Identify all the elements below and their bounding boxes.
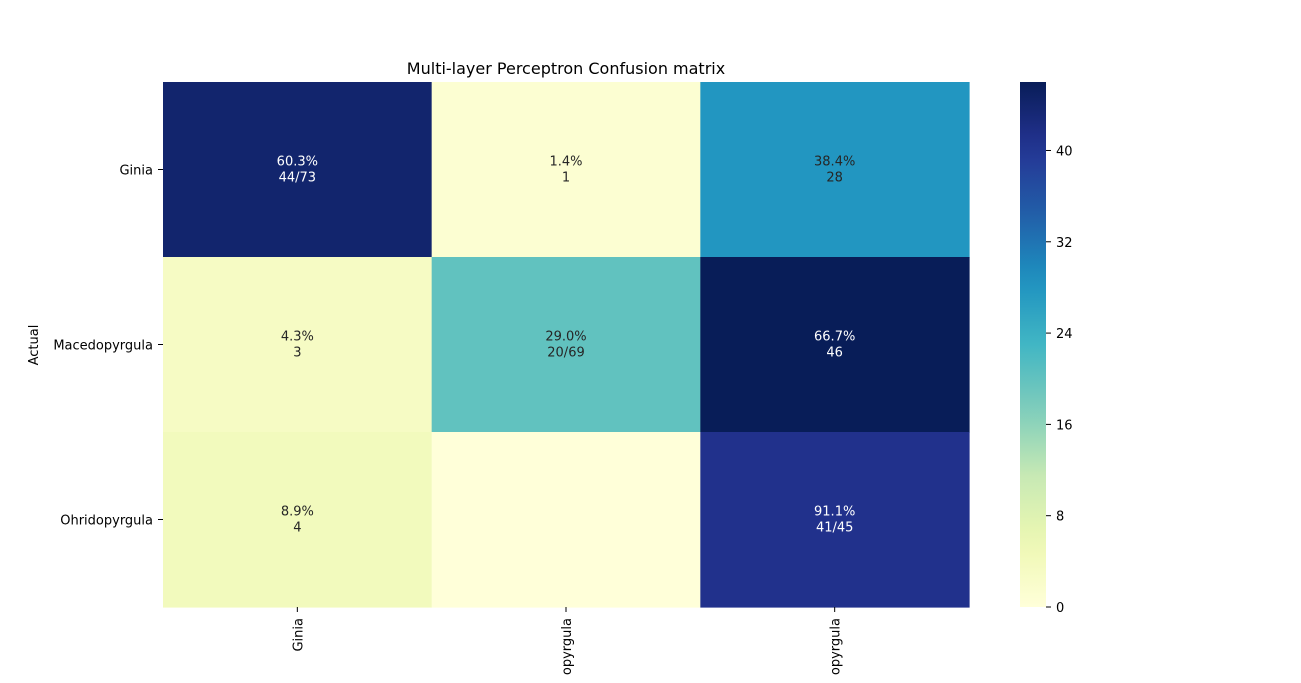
cell-annotation: 1.4% 1 xyxy=(549,155,582,186)
col-tick-label: opyrgula xyxy=(829,618,844,675)
colorbar xyxy=(1020,82,1046,607)
heatmap-cells xyxy=(163,82,970,608)
y-axis-label: Actual xyxy=(27,325,42,366)
col-tick-label: Ginia xyxy=(291,618,306,652)
cell-annotation: 60.3% 44/73 xyxy=(277,155,318,186)
col-tick-label: opyrgula xyxy=(560,618,575,675)
heatmap-cell xyxy=(700,82,970,258)
heatmap-cell xyxy=(431,257,701,433)
colorbar-tick-label: 40 xyxy=(1056,144,1073,159)
row-tick-label: Ginia xyxy=(119,164,153,179)
colorbar-ticks: 0 8 16 24 32 40 xyxy=(1046,144,1073,616)
heatmap-cell xyxy=(431,432,701,608)
cell-annotation: 4.3% 3 xyxy=(281,330,314,361)
colorbar-tick-label: 8 xyxy=(1056,510,1064,525)
colorbar-tick-label: 0 xyxy=(1056,601,1064,616)
cell-annotation: 29.0% 20/69 xyxy=(545,330,586,361)
cell-annotation: 66.7% 46 xyxy=(814,330,855,361)
colorbar-tick-label: 32 xyxy=(1056,236,1073,251)
heatmap-cell xyxy=(431,82,701,258)
row-tick-labels: Ginia Macedopyrgula Ohridopyrgula xyxy=(53,164,163,529)
cell-annotation: 8.9% 4 xyxy=(281,505,314,536)
heatmap-cell xyxy=(163,432,433,608)
heatmap-cell xyxy=(163,82,433,258)
row-tick-label: Macedopyrgula xyxy=(53,339,153,354)
colorbar-tick-label: 16 xyxy=(1056,418,1073,433)
heatmap-annotations: 60.3% 44/73 1.4% 1 38.4% 28 4.3% 3 29.0% 20/69 66.… xyxy=(277,155,856,536)
chart-title: Multi-layer Perceptron Confusion matrix xyxy=(407,59,725,78)
row-tick-label: Ohridopyrgula xyxy=(60,514,153,529)
col-tick-labels: Ginia opyrgula opyrgula xyxy=(291,607,844,675)
heatmap-cell xyxy=(163,257,433,433)
heatmap-cell xyxy=(700,432,970,608)
heatmap-cell xyxy=(700,257,970,433)
colorbar-tick-label: 24 xyxy=(1056,327,1073,342)
cell-annotation: 38.4% 28 xyxy=(814,155,855,186)
cell-annotation: 91.1% 41/45 xyxy=(814,505,855,536)
